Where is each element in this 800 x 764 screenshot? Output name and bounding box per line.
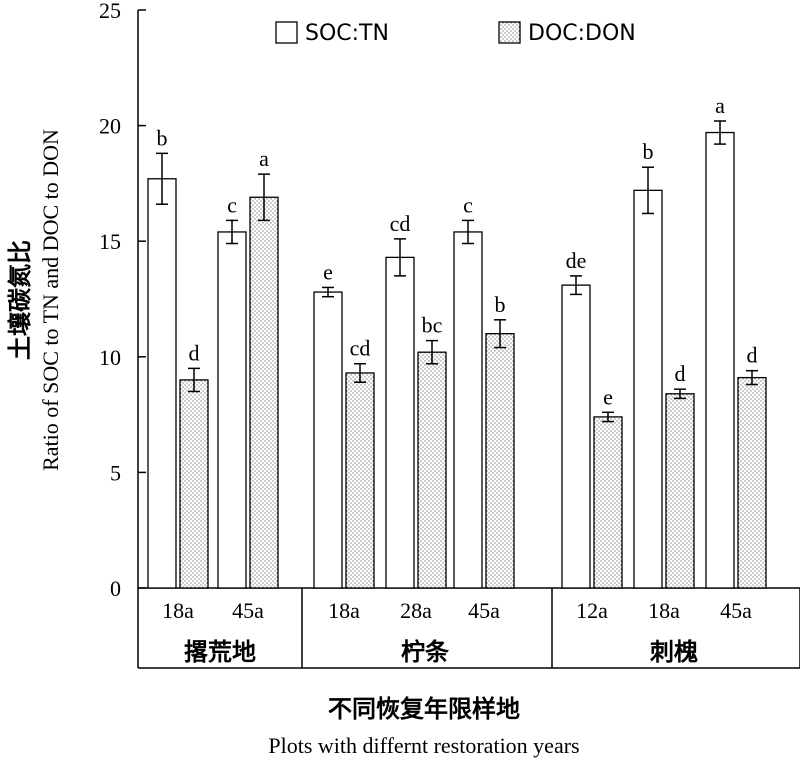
significance-letter: e <box>323 259 333 284</box>
bar <box>147 178 177 589</box>
bar <box>633 189 663 589</box>
significance-letter: de <box>566 248 587 273</box>
x-labels: 18a 45a 18a 28a 45a 12a 18a 45a 撂荒地 柠条 刺槐 <box>162 598 752 666</box>
legend: SOC:TN DOC:DON <box>275 21 636 46</box>
bar <box>561 284 591 589</box>
y-tick-label: 20 <box>99 114 121 139</box>
y-axis-title-cn: 土壤碳氮比 <box>6 240 34 360</box>
x-tick-label: 12a <box>576 598 608 623</box>
significance-letter: cd <box>390 211 411 236</box>
significance-letter: c <box>227 192 237 217</box>
significance-letter: c <box>463 192 473 217</box>
y-tick-label: 5 <box>110 460 121 485</box>
y-tick-label: 10 <box>99 345 121 370</box>
x-tick-label: 18a <box>648 598 680 623</box>
significance-letter: d <box>675 361 686 386</box>
group-label: 刺槐 <box>650 638 698 666</box>
significance-letter: a <box>259 146 269 171</box>
bar <box>593 416 623 589</box>
x-tick-label: 45a <box>232 598 264 623</box>
bar <box>249 196 279 589</box>
group-label: 柠条 <box>401 638 450 666</box>
significance-letter: bc <box>422 313 443 338</box>
bar <box>737 376 767 589</box>
x-tick-label: 45a <box>720 598 752 623</box>
bar <box>345 372 375 589</box>
x-axis-title-en: Plots with differnt restoration years <box>268 733 579 758</box>
significance-letter: e <box>603 384 613 409</box>
x-tick-label: 18a <box>162 598 194 623</box>
y-ticks: 0 5 10 15 20 25 <box>99 0 146 601</box>
bar <box>385 256 415 589</box>
significance-letter: cd <box>350 336 371 361</box>
bar <box>665 393 695 589</box>
legend-label-doc-don: DOC:DON <box>528 21 636 46</box>
bar <box>179 379 209 589</box>
y-tick-label: 25 <box>99 0 121 23</box>
bar <box>313 291 343 589</box>
x-tick-label: 18a <box>328 598 360 623</box>
y-tick-label: 0 <box>110 576 121 601</box>
bar <box>417 351 447 589</box>
significance-letter: d <box>189 340 200 365</box>
significance-letter: b <box>643 139 654 164</box>
bar <box>453 231 483 589</box>
y-tick-label: 15 <box>99 229 121 254</box>
y-axis-title-en: Ratio of SOC to TN and DOC to DON <box>38 129 63 471</box>
x-tick-label: 45a <box>468 598 500 623</box>
bar <box>485 333 515 589</box>
legend-label-soc-tn: SOC:TN <box>305 21 389 46</box>
significance-letter: a <box>715 93 725 118</box>
significance-letter: d <box>747 343 758 368</box>
bar <box>217 231 247 589</box>
x-tick-label: 28a <box>400 598 432 623</box>
bar <box>705 131 735 589</box>
group-label: 撂荒地 <box>184 638 256 666</box>
legend-swatch-doc-don <box>498 21 521 44</box>
x-axis-title-cn: 不同恢复年限样地 <box>328 695 520 723</box>
legend-swatch-soc-tn <box>275 21 298 44</box>
significance-letter: b <box>157 125 168 150</box>
significance-letter: b <box>495 292 506 317</box>
